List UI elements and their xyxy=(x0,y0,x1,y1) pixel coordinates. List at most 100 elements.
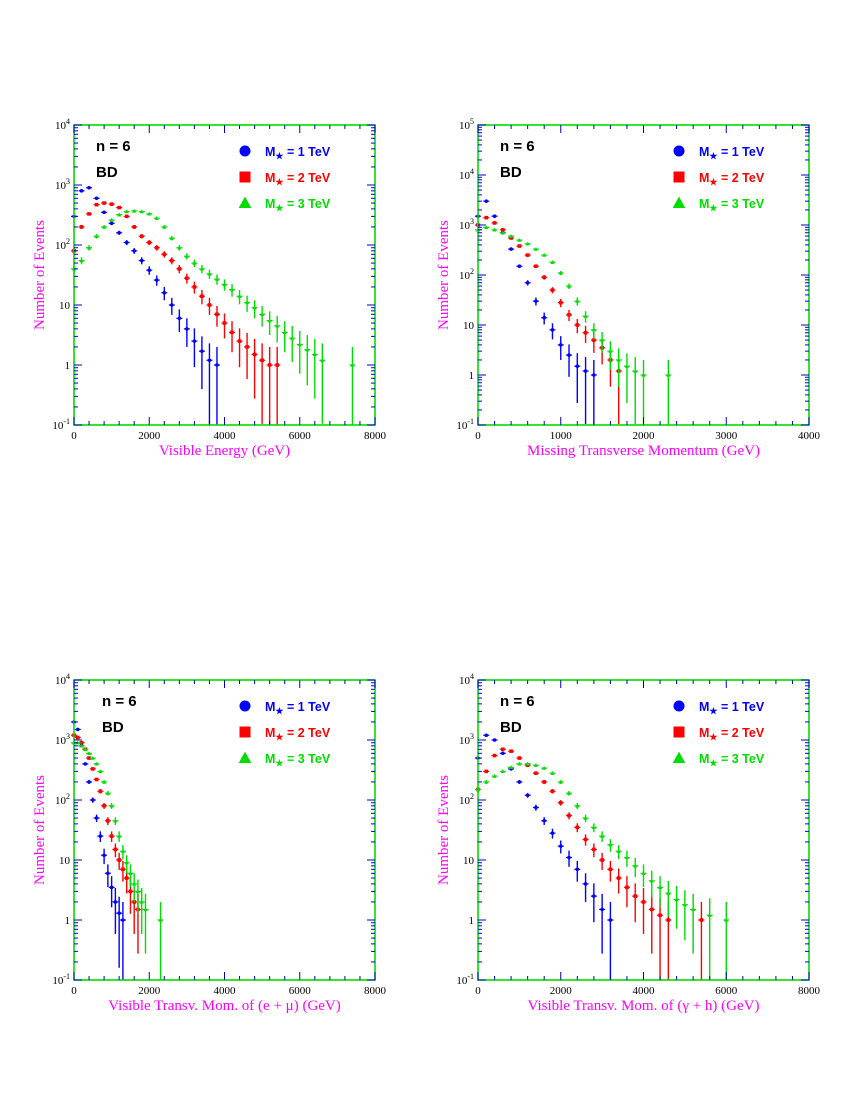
data-point xyxy=(162,290,167,295)
data-point xyxy=(79,189,84,193)
data-point xyxy=(102,804,106,808)
legend-label: M★ = 2 TeV xyxy=(265,726,331,742)
data-point xyxy=(534,264,538,268)
data-point xyxy=(91,767,95,771)
legend-marker xyxy=(672,751,686,764)
data-point xyxy=(139,899,144,904)
legend-marker xyxy=(238,751,252,764)
data-point xyxy=(525,280,530,285)
x-tick-label: 0 xyxy=(71,985,77,997)
y-tick-label: 10-1 xyxy=(52,417,70,432)
data-point xyxy=(121,867,125,872)
data-point xyxy=(185,327,189,331)
data-point xyxy=(154,245,159,250)
data-point xyxy=(592,373,596,377)
legend-item-2: M★ = 2 TeV xyxy=(673,726,765,742)
chart-panel-3: 0 2000 4000 6000 8000 10-1 1 10 102 103 104 Visible… xyxy=(32,672,387,1014)
data-point xyxy=(501,747,505,752)
chart-panel-4: 0 2000 4000 6000 8000 10-1 1 10 102 103 104 Visible… xyxy=(436,672,821,1014)
x-tick-label: 0 xyxy=(71,430,77,442)
x-axis-label: Missing Transverse Momentum (GeV) xyxy=(527,443,760,459)
data-point xyxy=(501,228,505,232)
data-point xyxy=(90,755,95,760)
data-point xyxy=(75,727,80,732)
x-axis-label: Visible Transv. Mom. of (γ + h) (GeV) xyxy=(528,998,760,1014)
x-tick-label: 4000 xyxy=(798,430,821,442)
data-point xyxy=(591,825,596,830)
series-3 xyxy=(475,761,730,980)
data-point xyxy=(275,323,280,328)
legend-label: M★ = 3 TeV xyxy=(265,752,331,768)
data-point xyxy=(657,885,663,890)
data-point xyxy=(525,241,530,246)
data-point xyxy=(591,327,596,332)
y-tick-label: 10-1 xyxy=(456,972,474,987)
series-2 xyxy=(475,747,705,980)
data-point xyxy=(170,258,174,263)
data-point xyxy=(533,763,538,767)
data-point xyxy=(139,234,144,239)
data-point xyxy=(624,855,630,860)
data-point xyxy=(707,913,712,917)
data-point xyxy=(633,368,638,373)
data-point xyxy=(192,260,197,265)
legend-item-3: M★ = 3 TeV xyxy=(238,196,331,213)
data-point xyxy=(583,882,588,886)
data-point xyxy=(117,212,122,217)
legend-label: M★ = 1 TeV xyxy=(699,700,765,716)
annotation-n: n = 6 xyxy=(500,138,535,155)
data-point xyxy=(691,907,696,912)
y-tick-label: 10 xyxy=(463,855,475,867)
legend-marker xyxy=(239,171,251,183)
data-point xyxy=(113,900,118,904)
x-tick-label: 6000 xyxy=(289,985,312,997)
data-point xyxy=(207,303,212,307)
data-point xyxy=(143,907,148,912)
data-point xyxy=(162,252,167,257)
data-point xyxy=(117,858,121,862)
y-tick-label: 104 xyxy=(459,167,474,182)
data-point xyxy=(624,364,630,368)
annotation-model: BD xyxy=(500,719,522,736)
data-point xyxy=(575,867,580,872)
x-tick-label: 2000 xyxy=(633,430,656,442)
data-point xyxy=(575,825,580,830)
data-point xyxy=(245,345,249,349)
data-point xyxy=(207,358,212,363)
y-tick-label: 10-1 xyxy=(456,417,474,432)
y-tick-label: 103 xyxy=(459,217,474,232)
legend-item-1: M★ = 1 TeV xyxy=(239,145,331,161)
data-point xyxy=(517,264,522,268)
data-point xyxy=(94,234,99,238)
data-point xyxy=(102,210,106,215)
data-point xyxy=(98,769,103,774)
data-point xyxy=(666,918,671,922)
legend-marker xyxy=(239,700,251,712)
data-point xyxy=(222,321,227,325)
annotation-model: BD xyxy=(102,719,124,736)
data-point xyxy=(492,774,497,778)
data-point xyxy=(583,314,588,318)
data-point xyxy=(260,312,265,316)
annotation-n: n = 6 xyxy=(96,138,131,155)
data-point xyxy=(117,834,122,838)
data-point xyxy=(600,858,604,862)
legend-item-2: M★ = 2 TeV xyxy=(239,171,331,187)
data-point xyxy=(139,258,144,263)
data-point xyxy=(305,347,310,352)
data-point xyxy=(109,202,114,206)
x-tick-label: 1000 xyxy=(550,430,573,442)
data-point xyxy=(102,853,106,858)
data-point xyxy=(558,343,563,347)
data-point xyxy=(558,270,563,275)
data-point xyxy=(517,244,522,248)
y-tick-label: 103 xyxy=(55,732,70,747)
data-point xyxy=(533,247,538,251)
data-point xyxy=(550,789,555,794)
data-point xyxy=(230,330,234,335)
data-point xyxy=(94,202,99,207)
data-point xyxy=(500,769,505,774)
data-point xyxy=(509,236,513,240)
y-tick-label: 102 xyxy=(459,792,474,807)
data-point xyxy=(297,342,302,347)
